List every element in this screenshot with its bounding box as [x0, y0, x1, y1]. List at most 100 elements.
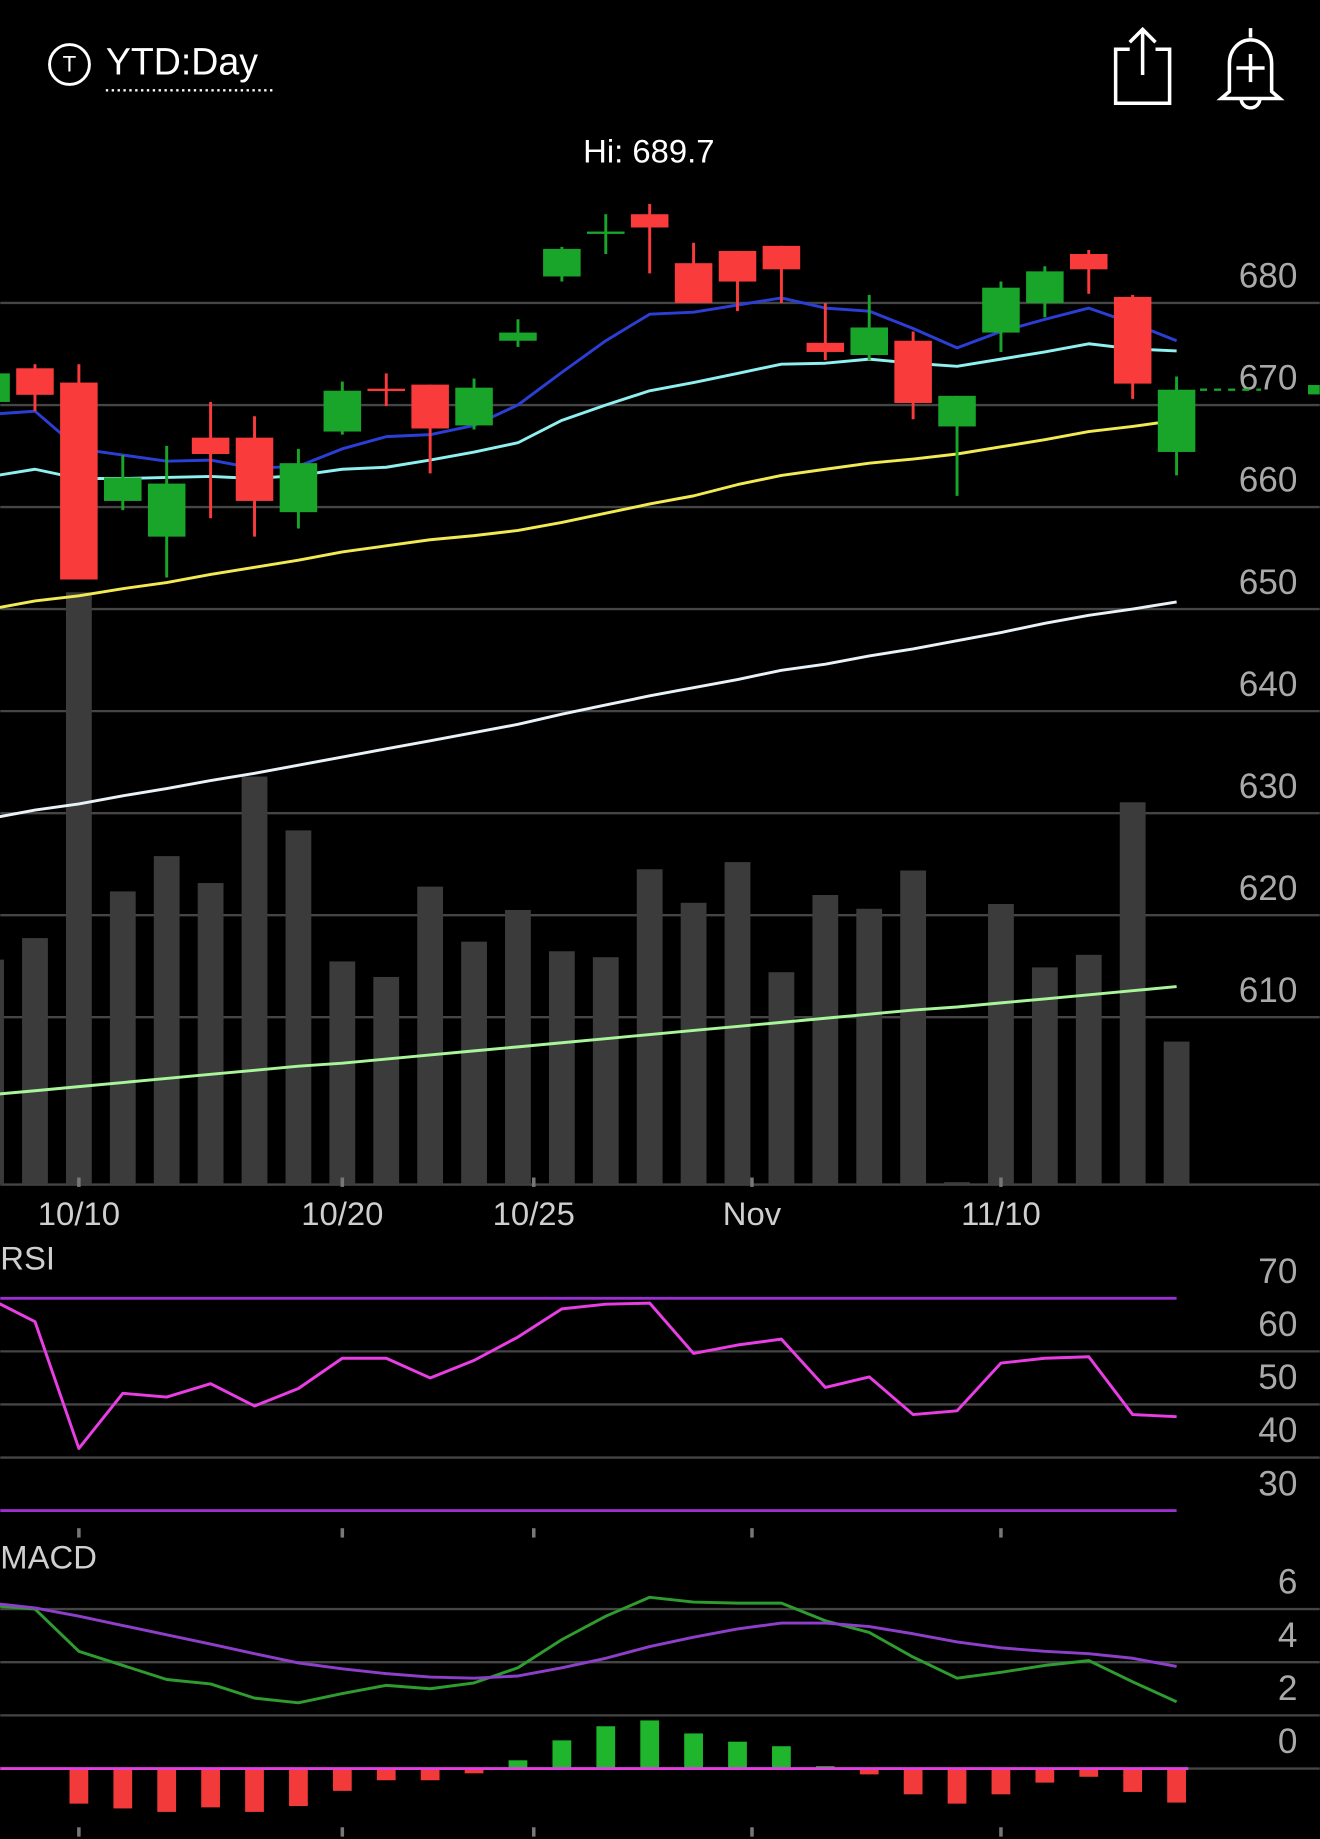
histogram-bar: [289, 1768, 308, 1807]
volume-bar: [944, 1182, 970, 1185]
volume-bar: [1119, 802, 1146, 1185]
share-button[interactable]: [1113, 26, 1172, 105]
candle-body: [1069, 254, 1108, 270]
series-line: [0, 296, 1178, 470]
y-tick-label: 660: [1239, 461, 1298, 500]
candle-body: [191, 437, 230, 454]
candle-body: [0, 373, 10, 402]
candle-body: [718, 250, 757, 282]
series-line: [0, 600, 1177, 819]
histogram-bar: [596, 1726, 616, 1769]
x-tick-label: 10/10: [38, 1195, 120, 1232]
x-tick-label: 11/10: [961, 1195, 1041, 1232]
bell-clapper: [1239, 98, 1262, 110]
volume-bar: [812, 895, 839, 1185]
histogram-bar: [508, 1760, 528, 1769]
histogram-bar: [157, 1768, 177, 1812]
candle-body: [762, 245, 801, 270]
candle-body: [455, 387, 493, 426]
histogram-bar: [245, 1768, 264, 1812]
volume-bar: [329, 961, 356, 1185]
histogram-bar: [1167, 1768, 1186, 1803]
histogram-bar: [420, 1768, 440, 1781]
volume-bar: [1075, 954, 1102, 1185]
histogram-bar: [684, 1733, 703, 1769]
y-tick-label: 30: [1258, 1464, 1297, 1503]
histogram-bar: [201, 1768, 220, 1808]
x-tick-label: 10/20: [301, 1195, 383, 1232]
histogram-bar: [728, 1741, 747, 1769]
alert-button[interactable]: [1216, 28, 1285, 110]
ticker-icon[interactable]: [48, 43, 91, 86]
volume-bar: [417, 886, 444, 1185]
candle-body: [235, 437, 274, 501]
range-selector[interactable]: YTD:Day: [106, 40, 258, 82]
y-tick-label: 610: [1239, 971, 1298, 1010]
histogram-bar: [772, 1746, 791, 1769]
volume-bar: [22, 938, 48, 1185]
y-tick-label: 640: [1239, 665, 1298, 704]
histogram-bar: [113, 1768, 133, 1809]
volume-bar: [109, 891, 136, 1185]
macd-title: MACD: [0, 1539, 97, 1576]
volume-bar: [856, 908, 883, 1185]
volume-bar: [768, 972, 795, 1185]
volume-bar: [548, 951, 575, 1185]
candle-body: [630, 214, 669, 228]
bell: [1216, 28, 1285, 101]
histogram-bar: [903, 1768, 923, 1795]
candle-body: [1157, 389, 1196, 452]
volume-bar: [65, 592, 92, 1185]
y-tick-label: 40: [1258, 1411, 1297, 1450]
volume-bar: [900, 870, 927, 1185]
volume-bar: [373, 976, 400, 1185]
ticker-icon-letter: T: [63, 52, 77, 77]
y-tick-label: 70: [1258, 1252, 1297, 1291]
histogram-bar: [991, 1768, 1011, 1795]
volume-bar: [636, 869, 663, 1185]
candle-body: [499, 332, 537, 341]
candle-body: [147, 483, 186, 537]
volume-bar: [153, 856, 180, 1185]
x-tick-label: Nov: [723, 1195, 782, 1232]
candle-body: [60, 382, 98, 580]
volume-bar: [197, 883, 224, 1185]
candle-body: [938, 395, 976, 427]
candle-body: [543, 248, 581, 277]
volume-bar: [461, 941, 487, 1185]
header: T YTD:Day: [48, 26, 1285, 110]
volume-bar: [988, 903, 1014, 1185]
candle-body: [16, 368, 54, 395]
series-line: [0, 1301, 1177, 1450]
candle-body: [1026, 271, 1064, 303]
y-tick-label: 630: [1239, 767, 1298, 806]
y-tick-label: 620: [1239, 869, 1298, 908]
volume-bar: [285, 830, 312, 1185]
high-annotation: Hi: 689.7: [583, 132, 714, 169]
candle-body: [323, 390, 362, 432]
last-price-marker: [1307, 385, 1320, 395]
series-line: [0, 342, 1177, 480]
series-line: [0, 1602, 1177, 1680]
candle-body: [587, 231, 625, 234]
candle-body: [982, 287, 1020, 333]
histogram-bar: [947, 1768, 967, 1804]
candle-body: [279, 463, 318, 513]
histogram-bar: [640, 1720, 660, 1769]
candle-body: [367, 388, 405, 392]
histogram-bar: [464, 1768, 484, 1774]
share-arrow: [1128, 26, 1157, 76]
y-tick-label: 650: [1239, 563, 1298, 602]
y-tick-label: 60: [1258, 1305, 1297, 1344]
volume-bar: [680, 902, 707, 1185]
candle-body: [674, 263, 713, 303]
candle-body: [806, 342, 845, 352]
histogram-bar: [1123, 1768, 1143, 1792]
y-tick-label: 670: [1239, 359, 1298, 398]
share-box: [1113, 47, 1172, 105]
histogram-bar: [1079, 1768, 1099, 1777]
series-line: [0, 985, 1177, 1096]
y-tick-label: 4: [1278, 1616, 1298, 1655]
histogram-bar: [859, 1768, 879, 1775]
